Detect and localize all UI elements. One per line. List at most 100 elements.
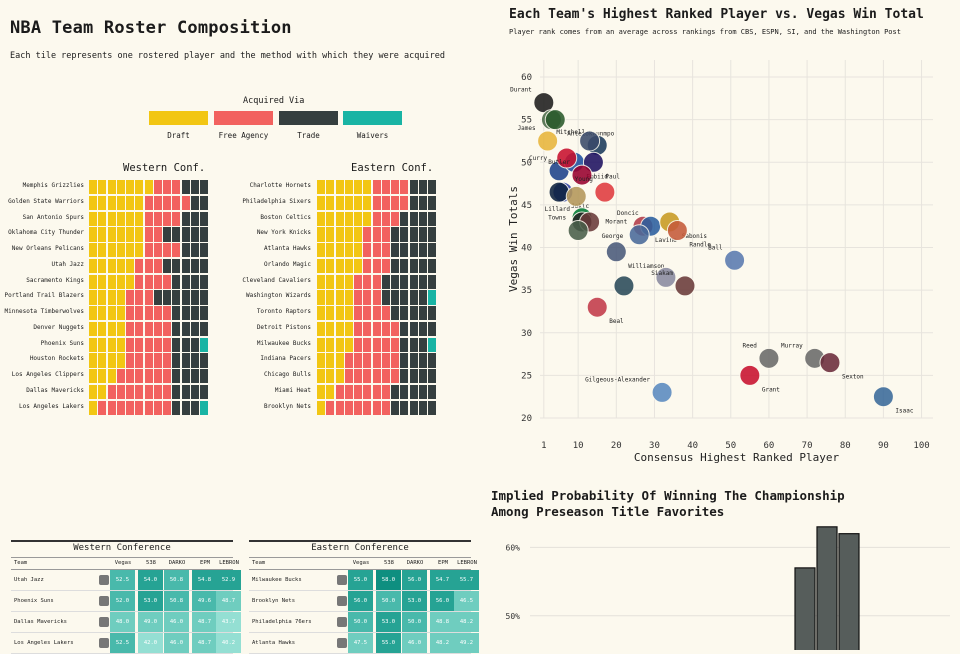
waffle-tile (89, 369, 98, 384)
waffle-tile (190, 306, 199, 321)
waffle-tile (418, 227, 427, 242)
waffle-tile (200, 180, 209, 195)
team-label: Brooklyn Nets (264, 402, 311, 410)
point-label: Towns (548, 214, 566, 221)
waffle-tile (144, 321, 153, 336)
point-label: Siakam (651, 270, 673, 277)
waffle-tile (181, 306, 190, 321)
waffle-tile (326, 369, 335, 384)
waffle-tile (418, 195, 427, 210)
waffle-tile (126, 180, 135, 195)
legend-label: Free Agency (218, 131, 269, 140)
table-team-name: Los Angeles Lakers (14, 640, 74, 646)
waffle-tile (317, 353, 326, 368)
waffle-tile (98, 400, 107, 415)
waffle-tile (326, 400, 335, 415)
table-value-cell: 49.2 (454, 633, 479, 653)
y-tick-label: 20 (521, 414, 532, 424)
team-logo-icon (337, 617, 347, 627)
waffle-tile (126, 400, 135, 415)
waffle-tile (98, 227, 107, 242)
waffle-tile (354, 243, 363, 258)
waffle-tile (200, 211, 209, 226)
waffle-tile (381, 211, 390, 226)
team-label: Indiana Pacers (260, 355, 311, 363)
waffle-tile (363, 384, 372, 399)
waffle-tile (391, 353, 400, 368)
waffle-tile (153, 227, 162, 242)
waffle-tile (153, 195, 162, 210)
waffle-tile (135, 337, 144, 352)
waffle-tile (418, 211, 427, 226)
table-row-divider (249, 590, 471, 591)
waffle-tile (391, 337, 400, 352)
waffle-tile (409, 180, 418, 195)
waffle-tile (190, 384, 199, 399)
waffle-tile (354, 211, 363, 226)
team-label: Toronto Raptors (256, 308, 311, 315)
team-logo-icon (99, 617, 109, 627)
waffle-tile (126, 258, 135, 273)
waffle-tile (372, 258, 381, 273)
east-table-rule (249, 569, 471, 570)
point-label: Lillard (545, 206, 571, 213)
waffle-tile (107, 195, 116, 210)
waffle-tile (200, 258, 209, 273)
waffle-tile (98, 211, 107, 226)
waffle-tile (400, 180, 409, 195)
waffle-tile (107, 306, 116, 321)
scatter-point (628, 224, 650, 246)
point-label: George (602, 233, 624, 240)
point-label: Butler (548, 159, 570, 166)
east-table-rule (249, 540, 471, 542)
waffle-tile (428, 290, 437, 305)
scatter-point (544, 109, 566, 131)
waffle-tile (116, 258, 125, 273)
y-tick-label: 25 (521, 371, 532, 381)
scatter-point (739, 364, 761, 386)
waffle-tile (344, 195, 353, 210)
table-column-header: EPM (438, 560, 448, 566)
waffle-tile (372, 180, 381, 195)
waffle-tile (400, 353, 409, 368)
waffle-tile (126, 290, 135, 305)
waffle-tile (391, 227, 400, 242)
waffle-tile (181, 243, 190, 258)
waffle-tile (391, 306, 400, 321)
waffle-tile (98, 353, 107, 368)
table-value-cell: 46.5 (454, 591, 479, 611)
waffle-tile (409, 400, 418, 415)
point-label: Doncic (617, 210, 639, 217)
waffle-tile (317, 180, 326, 195)
scatter-chart-subtitle: Player rank comes from an average across… (509, 28, 901, 36)
waffle-tile (418, 290, 427, 305)
x-tick-label: 100 (913, 441, 929, 451)
waffle-tile (172, 306, 181, 321)
waffle-tile (381, 274, 390, 289)
waffle-tile (107, 290, 116, 305)
waffle-tile (391, 290, 400, 305)
waffle-tile (335, 274, 344, 289)
waffle-tile (418, 306, 427, 321)
waffle-tile (181, 258, 190, 273)
waffle-tile (326, 321, 335, 336)
waffle-tile (354, 400, 363, 415)
table-value-cell: 50.8 (164, 591, 189, 611)
team-logo-icon (337, 575, 347, 585)
waffle-tile (344, 384, 353, 399)
waffle-tile (400, 227, 409, 242)
waffle-tile (200, 369, 209, 384)
waffle-tile (418, 258, 427, 273)
waffle-tile (172, 400, 181, 415)
point-label: Grant (762, 386, 780, 393)
waffle-tile (172, 227, 181, 242)
table-row-divider (11, 590, 233, 591)
waffle-tile (335, 306, 344, 321)
waffle-tile (400, 400, 409, 415)
waffle-tile (181, 274, 190, 289)
y-tick-label: 50% (506, 612, 521, 621)
y-tick-label: 50 (521, 158, 532, 168)
waffle-tile (144, 290, 153, 305)
table-team-name: Brooklyn Nets (252, 598, 296, 604)
waffle-tile (163, 290, 172, 305)
